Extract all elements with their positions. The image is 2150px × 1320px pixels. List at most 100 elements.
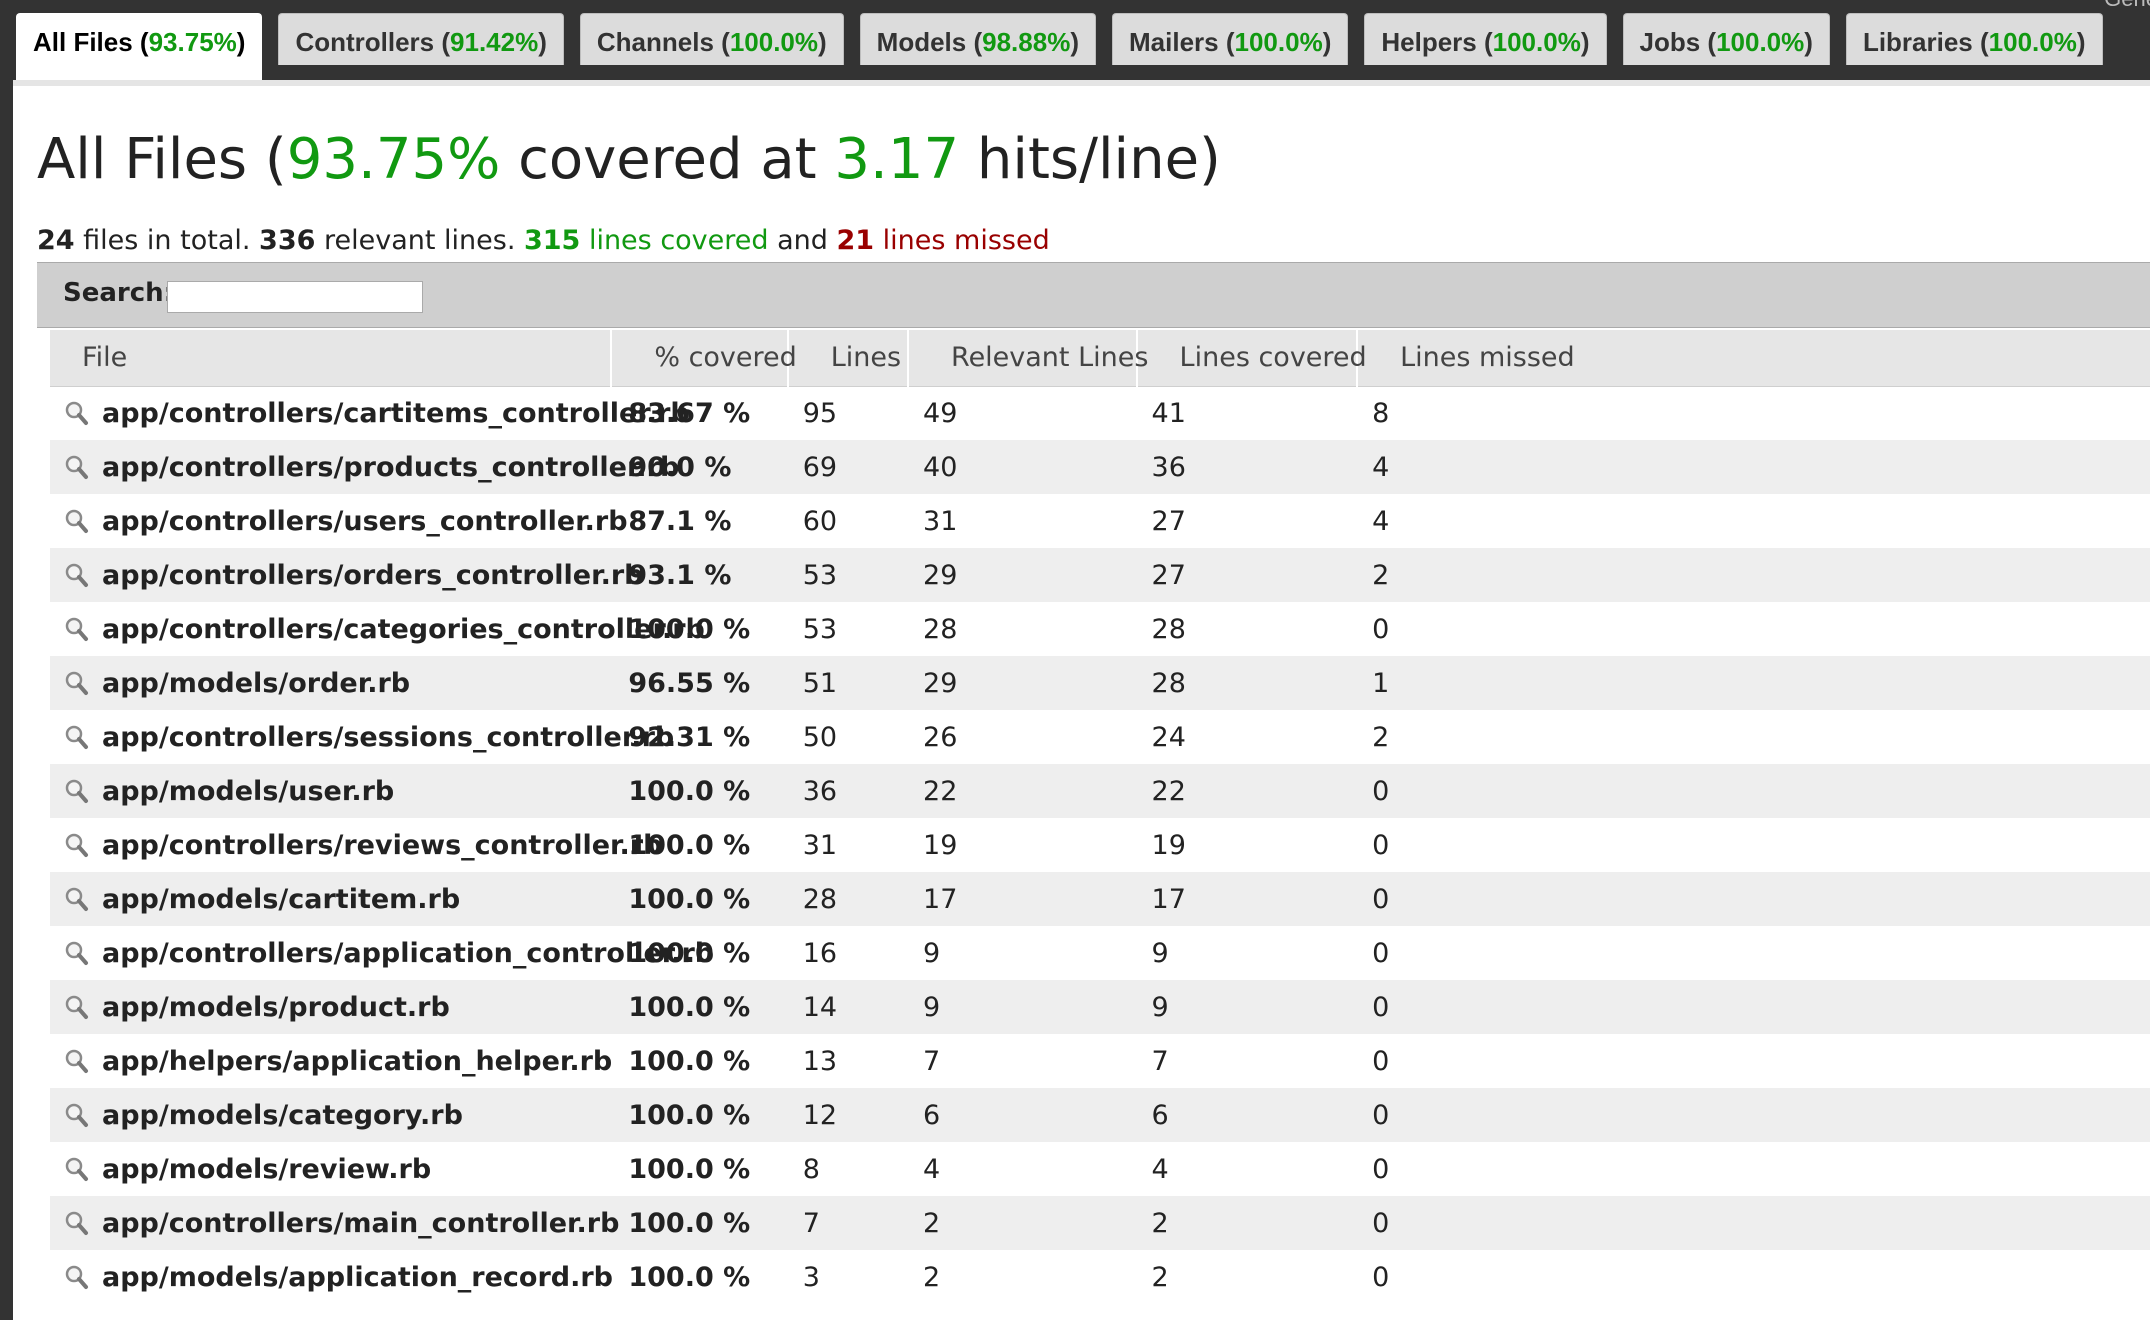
file-cell: app/controllers/cartitems_controller.rb [50,386,690,440]
search-input[interactable] [167,281,423,313]
file-cell: app/controllers/sessions_controller.rb [50,710,674,764]
tab-list: All Files (93.75%) Controllers (91.42%) Ch… [16,13,2119,80]
tab-label: Helpers [1381,27,1477,57]
lines-missed-cell: 4 [1357,494,2150,548]
lines-covered-cell: 24 [1136,710,1358,764]
tab-paren-close: ) [1804,27,1813,57]
file-link[interactable]: app/controllers/cartitems_controller.rb [102,398,690,430]
file-link[interactable]: app/models/user.rb [102,776,395,807]
magnifier-icon[interactable] [64,453,90,483]
file-link[interactable]: app/controllers/products_controller.rb [102,452,680,483]
file-link[interactable]: app/controllers/main_controller.rb [102,1208,620,1239]
magnifier-icon[interactable] [64,993,90,1023]
percent-covered-cell: 92.31 % [611,710,788,764]
lines-missed-cell: 0 [1357,818,2150,872]
magnifier-icon[interactable] [64,1263,90,1293]
column-header-lines-missed[interactable]: Lines missed [1357,330,2150,387]
relevant-lines-cell: 49 [908,386,1137,440]
relevant-lines-cell: 2 [908,1250,1137,1304]
file-cell: app/models/product.rb [50,980,612,1034]
file-cell: app/models/review.rb [50,1142,612,1196]
tab-paren-open: ( [1218,27,1235,57]
magnifier-icon[interactable] [64,399,90,429]
column-header-lines-covered[interactable]: Lines covered [1136,330,1367,387]
magnifier-icon[interactable] [64,1209,90,1239]
file-link[interactable]: app/controllers/reviews_controller.rb [102,830,663,861]
file-link[interactable]: app/models/category.rb [102,1100,463,1131]
relevant-lines-text: relevant lines. [315,225,524,256]
file-link[interactable]: app/controllers/orders_controller.rb [102,560,644,591]
magnifier-icon[interactable] [64,885,90,915]
covered-lines-count: 315 [523,225,581,256]
file-link[interactable]: app/controllers/users_controller.rb [102,506,628,537]
tab-jobs[interactable]: Jobs (100.0%) [1622,13,1830,65]
tab-percent: 100.0% [1988,27,2077,57]
lines-covered-cell: 27 [1136,548,1358,602]
relevant-lines-cell: 2 [908,1196,1137,1250]
lines-missed-cell: 0 [1357,1142,2150,1196]
magnifier-icon[interactable] [64,777,90,807]
file-link[interactable]: app/models/application_record.rb [102,1262,614,1293]
tab-paren-close: ) [818,27,827,57]
table-row: app/models/user.rb 100.0 % 36 22 22 0 [50,764,2150,818]
corner-text: Gene [2104,0,2150,12]
file-link[interactable]: app/controllers/categories_controller.rb [102,614,705,645]
magnifier-icon[interactable] [64,507,90,537]
file-link[interactable]: app/models/product.rb [102,992,450,1023]
percent-covered-cell: 100.0 % [611,1034,788,1088]
percent-covered-cell: 100.0 % [611,1142,788,1196]
column-header-relevant-lines[interactable]: Relevant Lines [908,330,1148,387]
file-link[interactable]: app/helpers/application_helper.rb [102,1046,613,1077]
tab-all-files[interactable]: All Files (93.75%) [16,13,263,80]
file-cell: app/models/order.rb [50,656,612,710]
lines-covered-cell: 17 [1136,872,1358,926]
tab-paren-open: ( [1972,27,1989,57]
file-cell: app/controllers/users_controller.rb [50,494,628,548]
magnifier-icon[interactable] [64,561,90,591]
tab-models[interactable]: Models (98.88%) [859,13,1096,65]
column-header-covered[interactable]: % covered [611,330,797,387]
file-link[interactable]: app/models/review.rb [102,1154,432,1185]
lines-cell: 53 [787,602,909,656]
table-row: app/controllers/application_controller.r… [50,926,2150,980]
lines-cell: 3 [787,1250,909,1304]
file-link[interactable]: app/controllers/sessions_controller.rb [102,722,675,753]
tab-controllers[interactable]: Controllers (91.42%) [278,13,564,65]
tab-libraries[interactable]: Libraries (100.0%) [1845,13,2103,65]
lines-missed-cell: 0 [1357,602,2150,656]
file-cell: app/controllers/orders_controller.rb [50,548,643,602]
tab-channels[interactable]: Channels (100.0%) [579,13,844,65]
file-link[interactable]: app/models/cartitem.rb [102,884,461,915]
relevant-lines-cell: 4 [908,1142,1137,1196]
magnifier-icon[interactable] [64,939,90,969]
table-row: app/controllers/orders_controller.rb 93.1… [50,548,2150,602]
tab-paren-close: ) [2076,27,2086,57]
lines-covered: 315 lines covered [524,225,769,256]
tab-paren-close: ) [1322,27,1332,57]
relevant-lines-cell: 26 [908,710,1137,764]
magnifier-icon[interactable] [64,1047,90,1077]
file-table: File% covered Lines Relevant Lines Lines co… [50,330,2150,1304]
file-link[interactable]: app/controllers/application_controller.r… [102,938,715,969]
lines-cell: 95 [787,386,909,440]
tab-percent: 91.42% [450,27,539,57]
coverage-summary: 24 files in total. 336 relevant lines. 3… [37,225,1050,256]
lines-covered-cell: 2 [1136,1250,1358,1304]
lines-missed-cell: 0 [1357,980,2150,1034]
magnifier-icon[interactable] [64,1155,90,1185]
lines-cell: 50 [787,710,909,764]
column-header-file[interactable]: File [50,330,613,387]
lines-missed-cell: 8 [1357,386,2150,440]
tab-mailers[interactable]: Mailers (100.0%) [1112,13,1349,65]
lines-covered-cell: 41 [1136,386,1358,440]
percent-covered-cell: 87.1 % [611,494,788,548]
magnifier-icon[interactable] [64,831,90,861]
magnifier-icon[interactable] [64,615,90,645]
column-header-lines[interactable]: Lines [787,330,910,387]
tab-helpers[interactable]: Helpers (100.0%) [1364,13,1607,65]
file-link[interactable]: app/models/order.rb [102,668,411,699]
magnifier-icon[interactable] [64,723,90,753]
magnifier-icon[interactable] [64,1101,90,1131]
magnifier-icon[interactable] [64,669,90,699]
lines-covered-cell: 27 [1136,494,1358,548]
